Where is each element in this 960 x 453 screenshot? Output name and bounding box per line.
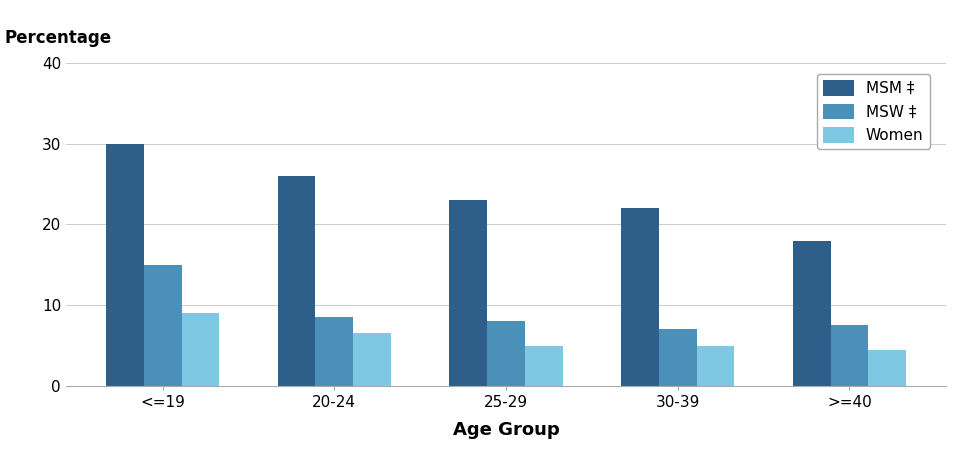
Bar	[277, 176, 316, 386]
Bar	[181, 313, 219, 386]
Bar	[316, 317, 353, 386]
Bar	[449, 200, 487, 386]
Bar	[793, 241, 830, 386]
Bar	[525, 346, 563, 386]
Bar	[487, 321, 525, 386]
Bar	[106, 144, 144, 386]
Bar	[697, 346, 734, 386]
Text: Percentage: Percentage	[5, 29, 111, 47]
Bar	[659, 329, 697, 386]
Bar	[621, 208, 659, 386]
Bar	[353, 333, 391, 386]
X-axis label: Age Group: Age Group	[453, 421, 560, 439]
Bar	[830, 325, 869, 386]
Legend: MSM ‡, MSW ‡, Women: MSM ‡, MSW ‡, Women	[817, 74, 929, 149]
Bar	[144, 265, 181, 386]
Bar	[869, 350, 906, 386]
